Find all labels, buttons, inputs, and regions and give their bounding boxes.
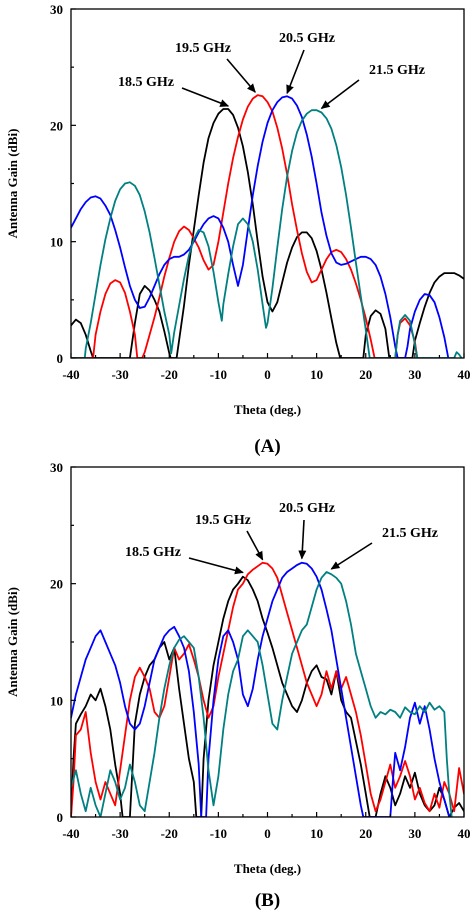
y-axis-title: Antenna Gain (dBi) <box>5 587 20 697</box>
annotation-label: 18.5 GHz <box>118 75 174 90</box>
series-layer <box>71 94 464 358</box>
x-tick-label: 40 <box>458 826 471 841</box>
series-layer <box>71 561 464 817</box>
annotation-arrow <box>246 530 264 561</box>
annotation-label: 20.5 GHz <box>279 31 335 46</box>
x-tick-label: -20 <box>161 826 178 841</box>
annotation-arrow <box>286 49 305 95</box>
x-tick-label: 20 <box>359 367 372 382</box>
y-axis: 0 10 20 30 <box>50 460 76 825</box>
x-tick-label: -20 <box>161 367 178 382</box>
y-tick-label: 0 <box>57 351 64 366</box>
y-tick-label: 0 <box>57 810 64 825</box>
y-tick-label: 10 <box>50 235 63 250</box>
annotations: 18.5 GHz 19.5 GHz 20.5 GHz 21.5 GHz <box>125 501 438 575</box>
annotations: 18.5 GHz 19.5 GHz 20.5 GHz 21.5 GHz <box>118 31 425 110</box>
series-line-18-5-ghz <box>71 108 464 358</box>
x-tick-label: 10 <box>310 826 323 841</box>
annotation-arrow <box>181 87 230 107</box>
series-line-21-5-ghz <box>71 109 463 358</box>
x-tick-label: -10 <box>210 367 227 382</box>
plot-frame <box>70 8 465 359</box>
x-tick-label: -40 <box>62 826 79 841</box>
x-tick-label: 0 <box>264 367 271 382</box>
x-tick-label: 30 <box>408 826 421 841</box>
x-tick-label: -30 <box>111 826 128 841</box>
series-line-19-5-ghz <box>71 94 419 358</box>
y-axis: 0 10 20 30 <box>50 2 76 366</box>
panel-label: (B) <box>255 890 280 911</box>
series-line-19-5-ghz <box>71 561 464 817</box>
annotation-label: 19.5 GHz <box>195 513 251 528</box>
x-tick-label: 20 <box>359 826 372 841</box>
y-tick-label: 10 <box>50 693 63 708</box>
series-line-20-5-ghz <box>71 561 451 817</box>
x-axis: -40 -30 -20 -10 0 10 20 30 40 <box>62 353 471 382</box>
annotation-label: 21.5 GHz <box>369 63 425 78</box>
series-line-20-5-ghz <box>71 95 450 358</box>
y-tick-label: 30 <box>50 2 63 17</box>
annotation-arrow <box>320 79 360 110</box>
y-tick-label: 30 <box>50 460 63 475</box>
y-tick-label: 20 <box>50 118 63 133</box>
x-tick-label: 10 <box>310 367 323 382</box>
annotation-arrow <box>330 542 373 570</box>
y-axis-title: Antenna Gain (dBi) <box>5 129 20 239</box>
y-tick-label: 20 <box>50 577 63 592</box>
annotation-arrow <box>188 557 244 575</box>
annotation-label: 20.5 GHz <box>279 501 335 516</box>
annotation-label: 19.5 GHz <box>175 41 231 56</box>
x-tick-label: -10 <box>210 826 227 841</box>
series-line-18-5-ghz <box>71 575 464 817</box>
x-axis-title: Theta (deg.) <box>234 861 301 876</box>
series-line-21-5-ghz <box>71 571 453 817</box>
x-tick-label: 30 <box>408 367 421 382</box>
x-tick-label: 0 <box>264 826 271 841</box>
panel-label: (A) <box>254 436 280 457</box>
chart-panel-a: -40 -30 -20 -10 0 10 20 30 40 0 10 20 30 Theta (deg… <box>5 2 471 457</box>
x-axis: -40 -30 -20 -10 0 10 20 30 40 <box>62 812 471 841</box>
annotation-label: 21.5 GHz <box>382 526 438 541</box>
chart-panel-b: -40 -30 -20 -10 0 10 20 30 40 0 10 20 30 Theta (deg… <box>5 460 471 911</box>
annotation-arrow <box>298 519 307 560</box>
x-tick-label: -40 <box>62 367 79 382</box>
x-tick-label: -30 <box>111 367 128 382</box>
annotation-arrow <box>226 58 256 93</box>
x-tick-label: 40 <box>458 367 471 382</box>
x-axis-title: Theta (deg.) <box>234 402 301 417</box>
annotation-label: 18.5 GHz <box>125 545 181 560</box>
